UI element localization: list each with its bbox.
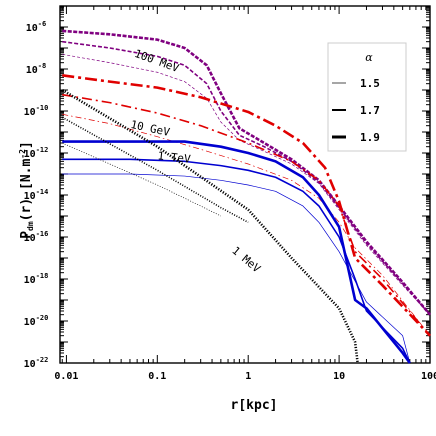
x-tick-label: 0.01: [54, 371, 78, 382]
y-tick-label: 10-6: [26, 20, 46, 34]
y-tick-label: 10-10: [24, 104, 49, 118]
x-axis-title: r[kpc]: [231, 398, 278, 413]
series-line: [62, 93, 431, 337]
y-tick-label: 10-14: [24, 188, 49, 202]
legend-box: [327, 42, 407, 152]
series-line: [62, 74, 431, 337]
y-axis-title-exp: -2: [18, 149, 27, 159]
annotations-group: 100 MeV 10 GeV 1 TeV 1 MeV: [129, 47, 263, 276]
series-annotation: 10 GeV: [129, 118, 171, 139]
tick-labels: 0.01 0.1 1 10 100 10-6 10-8 10-10 10-12 10-14 10-1…: [24, 20, 436, 382]
series-line: [61, 88, 359, 364]
y-tick-label: 10-16: [24, 230, 49, 244]
series-line: [62, 29, 431, 316]
y-tick-label: 10-20: [24, 314, 49, 328]
series-line: [61, 116, 249, 224]
series-line: [62, 173, 411, 364]
legend-entry-label: 1.7: [360, 104, 380, 117]
series-annotation: 1 MeV: [229, 244, 263, 275]
y-axis-title-sub: dm: [26, 221, 35, 231]
x-tick-label: 100: [421, 371, 436, 382]
series-group: [61, 29, 431, 364]
y-axis-title-rest: (r) [N.m: [19, 159, 34, 222]
series-line: [62, 142, 222, 217]
legend-entry-label: 1.5: [360, 77, 380, 90]
y-axis-title-end: ]: [19, 141, 34, 149]
legend-entry-label: 1.9: [360, 131, 380, 144]
series-annotation: 100 MeV: [133, 47, 181, 75]
legend-title: α: [365, 51, 373, 64]
y-axis-title-main: P: [19, 231, 34, 239]
y-tick-label: 10-8: [26, 62, 46, 76]
y-tick-label: 10-12: [24, 146, 49, 160]
legend: α 1.5 1.7 1.9: [327, 42, 407, 152]
y-axis-title: Pdm(r) [N.m-2]: [18, 141, 35, 239]
y-tick-label: 10-22: [24, 356, 49, 370]
y-tick-label: 10-18: [24, 272, 49, 286]
series-line: [62, 140, 411, 364]
x-tick-label: 1: [245, 371, 251, 382]
series-line: [62, 40, 431, 316]
x-tick-label: 0.1: [148, 371, 166, 382]
series-annotation: 1 TeV: [157, 149, 192, 165]
series-line: [62, 53, 431, 315]
series-line: [62, 158, 411, 364]
x-tick-label: 10: [333, 371, 345, 382]
series-line: [62, 113, 431, 336]
